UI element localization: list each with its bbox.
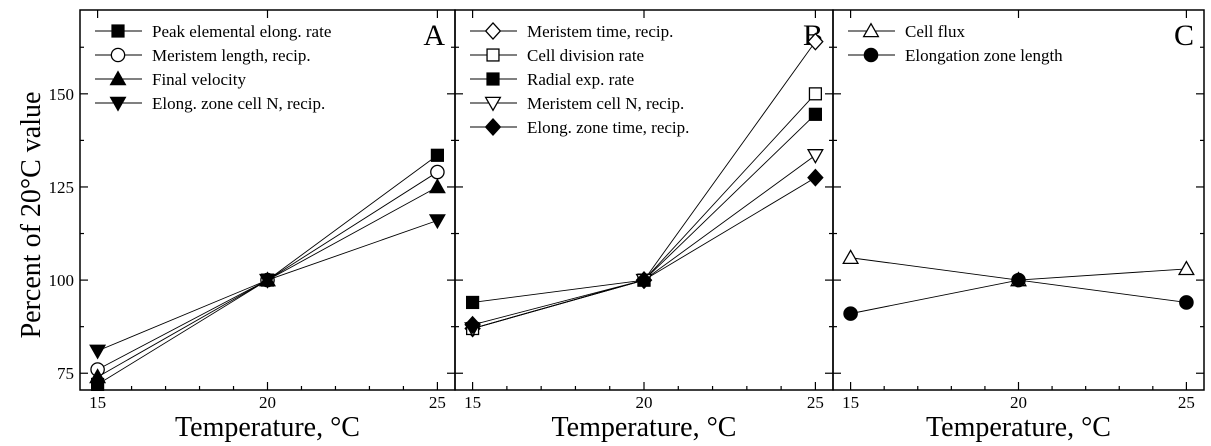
data-point [465, 295, 480, 310]
data-point [807, 168, 824, 187]
legend-label: Cell flux [905, 22, 965, 41]
y-tick-label: 75 [57, 364, 74, 383]
series-line [472, 177, 816, 326]
data-point [808, 107, 823, 121]
data-point [89, 368, 107, 384]
series-5 [464, 168, 824, 334]
x-tick-label: 25 [807, 393, 824, 412]
x-tick-label: 15 [842, 393, 859, 412]
series-1 [91, 148, 445, 392]
panel-frame [79, 9, 456, 391]
panel-label: A [423, 19, 445, 52]
data-point [259, 273, 276, 289]
legend-entry: Final velocity [95, 70, 246, 89]
data-point [806, 149, 824, 164]
legend-label: Elong. zone time, recip. [527, 118, 689, 137]
x-tick-label: 15 [89, 393, 106, 412]
legend-entry: Elong. zone time, recip. [470, 117, 689, 137]
y-axis-title: Percent of 20°C value [16, 92, 47, 339]
data-point [842, 249, 860, 264]
data-point [808, 87, 823, 101]
panel-label: C [1174, 19, 1194, 52]
data-point [1177, 260, 1195, 276]
legend-marker [111, 24, 125, 38]
legend-marker [109, 70, 127, 86]
legend-entry: Meristem time, recip. [470, 21, 673, 41]
legend-marker [862, 22, 880, 38]
x-tick-label: 20 [259, 393, 276, 412]
legend-entry: Peak elemental elong. rate [95, 22, 331, 41]
legend: Meristem time, recip. Cell division rate R… [470, 21, 689, 137]
data-point [428, 178, 446, 194]
legend: Peak elemental elong. rate Meristem lengt… [95, 22, 331, 113]
data-point [89, 344, 107, 360]
legend-entry: Meristem length, recip. [95, 46, 311, 65]
x-tick-label: 15 [464, 393, 481, 412]
legend-entry: Meristem cell N, recip. [470, 94, 684, 113]
data-point [843, 306, 858, 321]
legend-label: Final velocity [152, 70, 246, 89]
legend-entry: Elongation zone length [848, 46, 1063, 65]
y-tick-label: 100 [49, 271, 75, 290]
legend-marker [484, 21, 502, 41]
panel-c: 15 20 25 Temperature, °C C Cell flux Elongatio… [832, 9, 1205, 443]
x-axis-title: Temperature, °C [926, 412, 1111, 443]
series-2 [843, 272, 1194, 321]
x-tick-label: 20 [636, 393, 653, 412]
series-1 [464, 32, 824, 338]
legend-label: Meristem length, recip. [152, 46, 311, 65]
legend-label: Radial exp. rate [527, 70, 634, 89]
series-line [472, 154, 816, 329]
legend-marker [110, 47, 126, 63]
legend-marker [484, 96, 502, 112]
legend-entry: Elong. zone cell N, recip. [95, 94, 325, 113]
x-axis-title: Temperature, °C [175, 412, 360, 443]
x-tick-label: 25 [429, 393, 446, 412]
legend-label: Peak elemental elong. rate [152, 22, 331, 41]
legend-entry: Cell division rate [470, 46, 644, 65]
x-tick-label: 25 [1178, 393, 1195, 412]
legend-marker [486, 72, 500, 86]
x-tick-label: 20 [1010, 393, 1027, 412]
legend-marker [109, 96, 127, 112]
series-4 [464, 149, 824, 338]
legend-marker [863, 47, 879, 63]
y-tick-label: 150 [49, 85, 75, 104]
series-line [97, 171, 438, 370]
legend-label: Meristem cell N, recip. [527, 94, 684, 113]
data-point [430, 164, 445, 180]
data-point [430, 148, 445, 162]
panel-frame [832, 9, 1205, 391]
series-4 [89, 214, 446, 360]
data-point [1179, 295, 1194, 310]
y-tick-label: 125 [49, 178, 75, 197]
data-point [807, 32, 824, 51]
panel-frame [454, 9, 834, 391]
data-point [635, 271, 653, 290]
legend-label: Elong. zone cell N, recip. [152, 94, 325, 113]
legend-marker [486, 48, 500, 62]
data-point [464, 315, 481, 334]
x-axis-title: Temperature, °C [552, 412, 737, 443]
panel-a: 15 20 25 75 100 125 150 Temperature, °C A Peak el… [49, 9, 456, 443]
legend-label: Elongation zone length [905, 46, 1063, 65]
legend: Cell flux Elongation zone length [848, 22, 1063, 65]
legend-entry: Cell flux [848, 22, 965, 41]
legend-entry: Radial exp. rate [470, 70, 634, 89]
data-point [1011, 272, 1026, 288]
data-point [428, 214, 446, 230]
legend-label: Cell division rate [527, 46, 644, 65]
series-line [97, 154, 438, 385]
panels: 15 20 25 75 100 125 150 Temperature, °C A Peak el… [49, 9, 1205, 443]
legend-marker [484, 117, 502, 137]
series-2 [90, 164, 445, 377]
legend-label: Meristem time, recip. [527, 22, 673, 41]
